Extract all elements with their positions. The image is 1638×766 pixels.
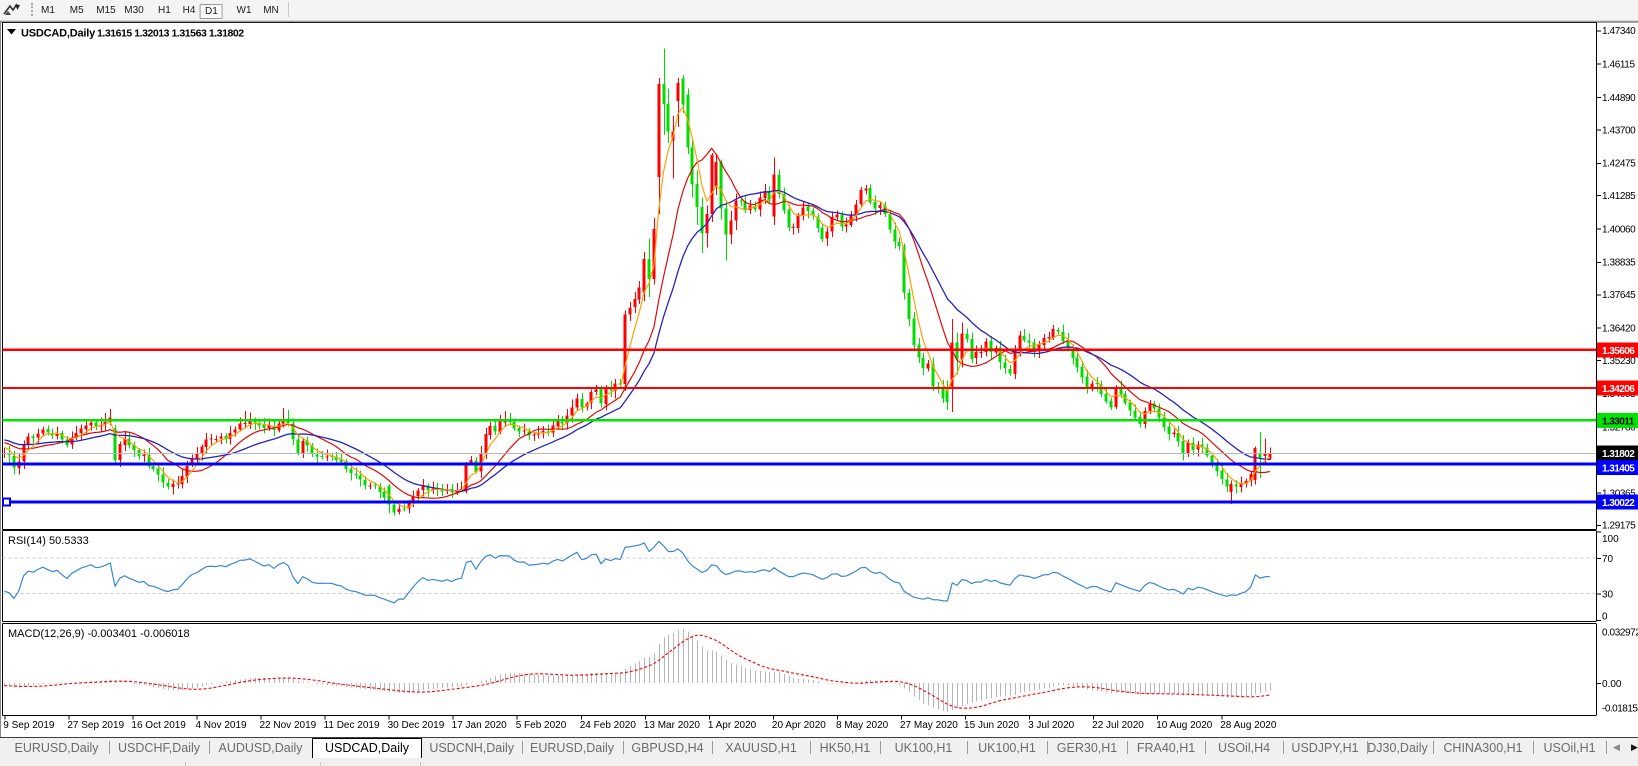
svg-text:70: 70 <box>1602 554 1614 565</box>
svg-text:100: 100 <box>1602 534 1619 545</box>
svg-text:1.29175: 1.29175 <box>1602 521 1636 532</box>
svg-text:1.34206: 1.34206 <box>1602 384 1635 395</box>
svg-text:1.31405: 1.31405 <box>1602 463 1635 474</box>
svg-text:1.31615 1.32013 1.31563 1.3180: 1.31615 1.32013 1.31563 1.31802 <box>97 28 244 40</box>
svg-text:1.41285: 1.41285 <box>1602 191 1636 202</box>
svg-text:1.47340: 1.47340 <box>1602 26 1636 37</box>
svg-text:1.38835: 1.38835 <box>1602 258 1636 269</box>
svg-text:30: 30 <box>1602 589 1614 600</box>
svg-text:0.00: 0.00 <box>1602 679 1622 690</box>
svg-text:30 Dec 2019: 30 Dec 2019 <box>388 720 445 731</box>
svg-text:1.44890: 1.44890 <box>1602 93 1636 104</box>
svg-text:1.46115: 1.46115 <box>1602 60 1635 71</box>
svg-text:1.35606: 1.35606 <box>1602 346 1635 357</box>
svg-text:4 Nov 2019: 4 Nov 2019 <box>195 720 247 731</box>
svg-text:11 Dec 2019: 11 Dec 2019 <box>324 720 380 731</box>
svg-text:1.31802: 1.31802 <box>1602 449 1635 460</box>
svg-text:22 Jul 2020: 22 Jul 2020 <box>1092 720 1144 731</box>
svg-text:22 Nov 2019: 22 Nov 2019 <box>260 720 317 731</box>
svg-text:28 Aug 2020: 28 Aug 2020 <box>1220 720 1277 731</box>
svg-text:13 Mar 2020: 13 Mar 2020 <box>644 720 701 731</box>
svg-text:1.42475: 1.42475 <box>1602 159 1636 170</box>
svg-text:1.30365: 1.30365 <box>1602 488 1636 499</box>
svg-text:1.40060: 1.40060 <box>1602 224 1636 235</box>
svg-text:16 Oct 2019: 16 Oct 2019 <box>131 720 186 731</box>
svg-text:15 Jun 2020: 15 Jun 2020 <box>964 720 1019 731</box>
svg-text:1 Apr 2020: 1 Apr 2020 <box>708 720 757 731</box>
svg-text:1.32780: 1.32780 <box>1602 423 1636 434</box>
svg-text:1.35230: 1.35230 <box>1602 356 1636 367</box>
svg-text:1.37645: 1.37645 <box>1602 290 1636 301</box>
svg-text:24 Feb 2020: 24 Feb 2020 <box>580 720 637 731</box>
svg-text:8 May 2020: 8 May 2020 <box>836 720 889 731</box>
svg-text:20 Apr 2020: 20 Apr 2020 <box>772 720 826 731</box>
svg-text:3 Jul 2020: 3 Jul 2020 <box>1028 720 1075 731</box>
svg-text:RSI(14) 50.5333: RSI(14) 50.5333 <box>8 535 89 547</box>
svg-text:0.032972: 0.032972 <box>1602 628 1638 639</box>
svg-text:USDCAD,Daily: USDCAD,Daily <box>21 28 96 40</box>
svg-text:1.43700: 1.43700 <box>1602 125 1636 136</box>
svg-text:27 Sep 2019: 27 Sep 2019 <box>67 720 124 731</box>
svg-text:27 May 2020: 27 May 2020 <box>900 720 958 731</box>
svg-text:5 Feb 2020: 5 Feb 2020 <box>516 720 567 731</box>
svg-text:1.33011: 1.33011 <box>1602 416 1635 427</box>
svg-text:0: 0 <box>1602 612 1608 623</box>
svg-text:10 Aug 2020: 10 Aug 2020 <box>1156 720 1213 731</box>
svg-text:1.30022: 1.30022 <box>1602 498 1635 509</box>
svg-text:17 Jan 2020: 17 Jan 2020 <box>452 720 507 731</box>
svg-text:MACD(12,26,9) -0.003401 -0.006: MACD(12,26,9) -0.003401 -0.006018 <box>8 628 190 640</box>
svg-text:1.36420: 1.36420 <box>1602 323 1636 334</box>
svg-text:-0.018154: -0.018154 <box>1602 704 1638 715</box>
svg-text:9 Sep 2019: 9 Sep 2019 <box>3 720 55 731</box>
